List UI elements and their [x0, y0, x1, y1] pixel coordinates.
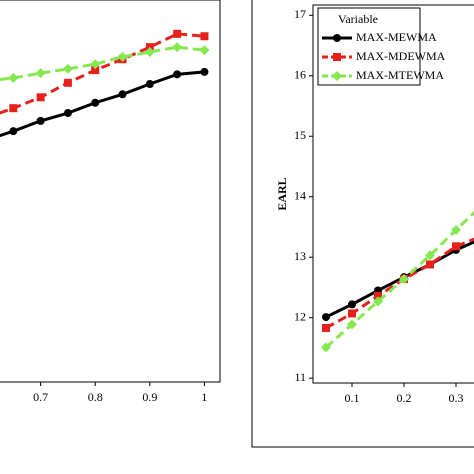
point	[91, 98, 100, 107]
point	[36, 93, 45, 102]
y-tick-label: 16	[294, 68, 306, 82]
y-axis-label: EARL	[275, 177, 289, 210]
x-tick-label: 1	[201, 390, 207, 404]
point	[348, 300, 356, 309]
series-line	[0, 70, 205, 138]
point	[90, 59, 101, 70]
point	[348, 309, 356, 318]
right-panel-frame	[251, 0, 474, 448]
point	[451, 224, 461, 235]
point	[36, 116, 45, 125]
legend-label: MAX-MDEWMA	[356, 49, 446, 63]
point	[144, 46, 155, 57]
point	[91, 66, 100, 75]
point	[63, 109, 72, 118]
plot-frame	[312, 4, 474, 384]
point	[321, 342, 331, 353]
series-line	[0, 45, 205, 81]
point	[117, 51, 128, 62]
point	[373, 296, 383, 307]
x-tick-label: 0.3	[449, 391, 464, 405]
point	[35, 68, 46, 79]
point	[172, 42, 183, 53]
x-tick-label: 0.2	[397, 391, 412, 405]
y-tick-label: 12	[294, 309, 306, 323]
point	[8, 72, 19, 83]
point	[322, 323, 330, 332]
point	[452, 242, 460, 251]
point	[199, 45, 210, 56]
point	[200, 32, 209, 41]
y-tick-label: 13	[294, 249, 306, 263]
y-tick-label: 14	[294, 188, 306, 202]
y-tick-label: 15	[294, 128, 306, 142]
legend-box	[317, 7, 421, 86]
point	[118, 90, 127, 99]
y-tick-label: 17	[294, 7, 306, 21]
legend-marker	[332, 71, 342, 81]
point	[145, 80, 154, 89]
plot-area	[0, 29, 210, 138]
x-tick-label: 0.7	[33, 390, 48, 404]
point	[425, 250, 435, 261]
legend-label: MAX-MTEWMA	[356, 68, 444, 82]
plot-area	[321, 210, 474, 353]
point	[426, 260, 434, 269]
legend-marker	[333, 34, 341, 42]
x-tick-label: 0.8	[88, 390, 103, 404]
point	[9, 127, 18, 136]
point	[399, 273, 409, 284]
point	[173, 29, 182, 38]
legend-label: MAX-MEWMA	[356, 30, 437, 44]
legend-title: Variable	[338, 12, 378, 26]
point	[200, 67, 209, 76]
point	[347, 319, 357, 330]
point	[322, 313, 330, 322]
point	[173, 70, 182, 79]
plot-frame	[0, 0, 221, 383]
point	[374, 291, 382, 300]
x-tick-label: 0.1	[345, 391, 360, 405]
point	[63, 78, 72, 87]
point	[62, 63, 73, 74]
point	[9, 104, 18, 113]
x-tick-label: 0.9	[142, 390, 157, 404]
legend-marker	[333, 53, 341, 61]
y-tick-label: 11	[294, 370, 306, 384]
